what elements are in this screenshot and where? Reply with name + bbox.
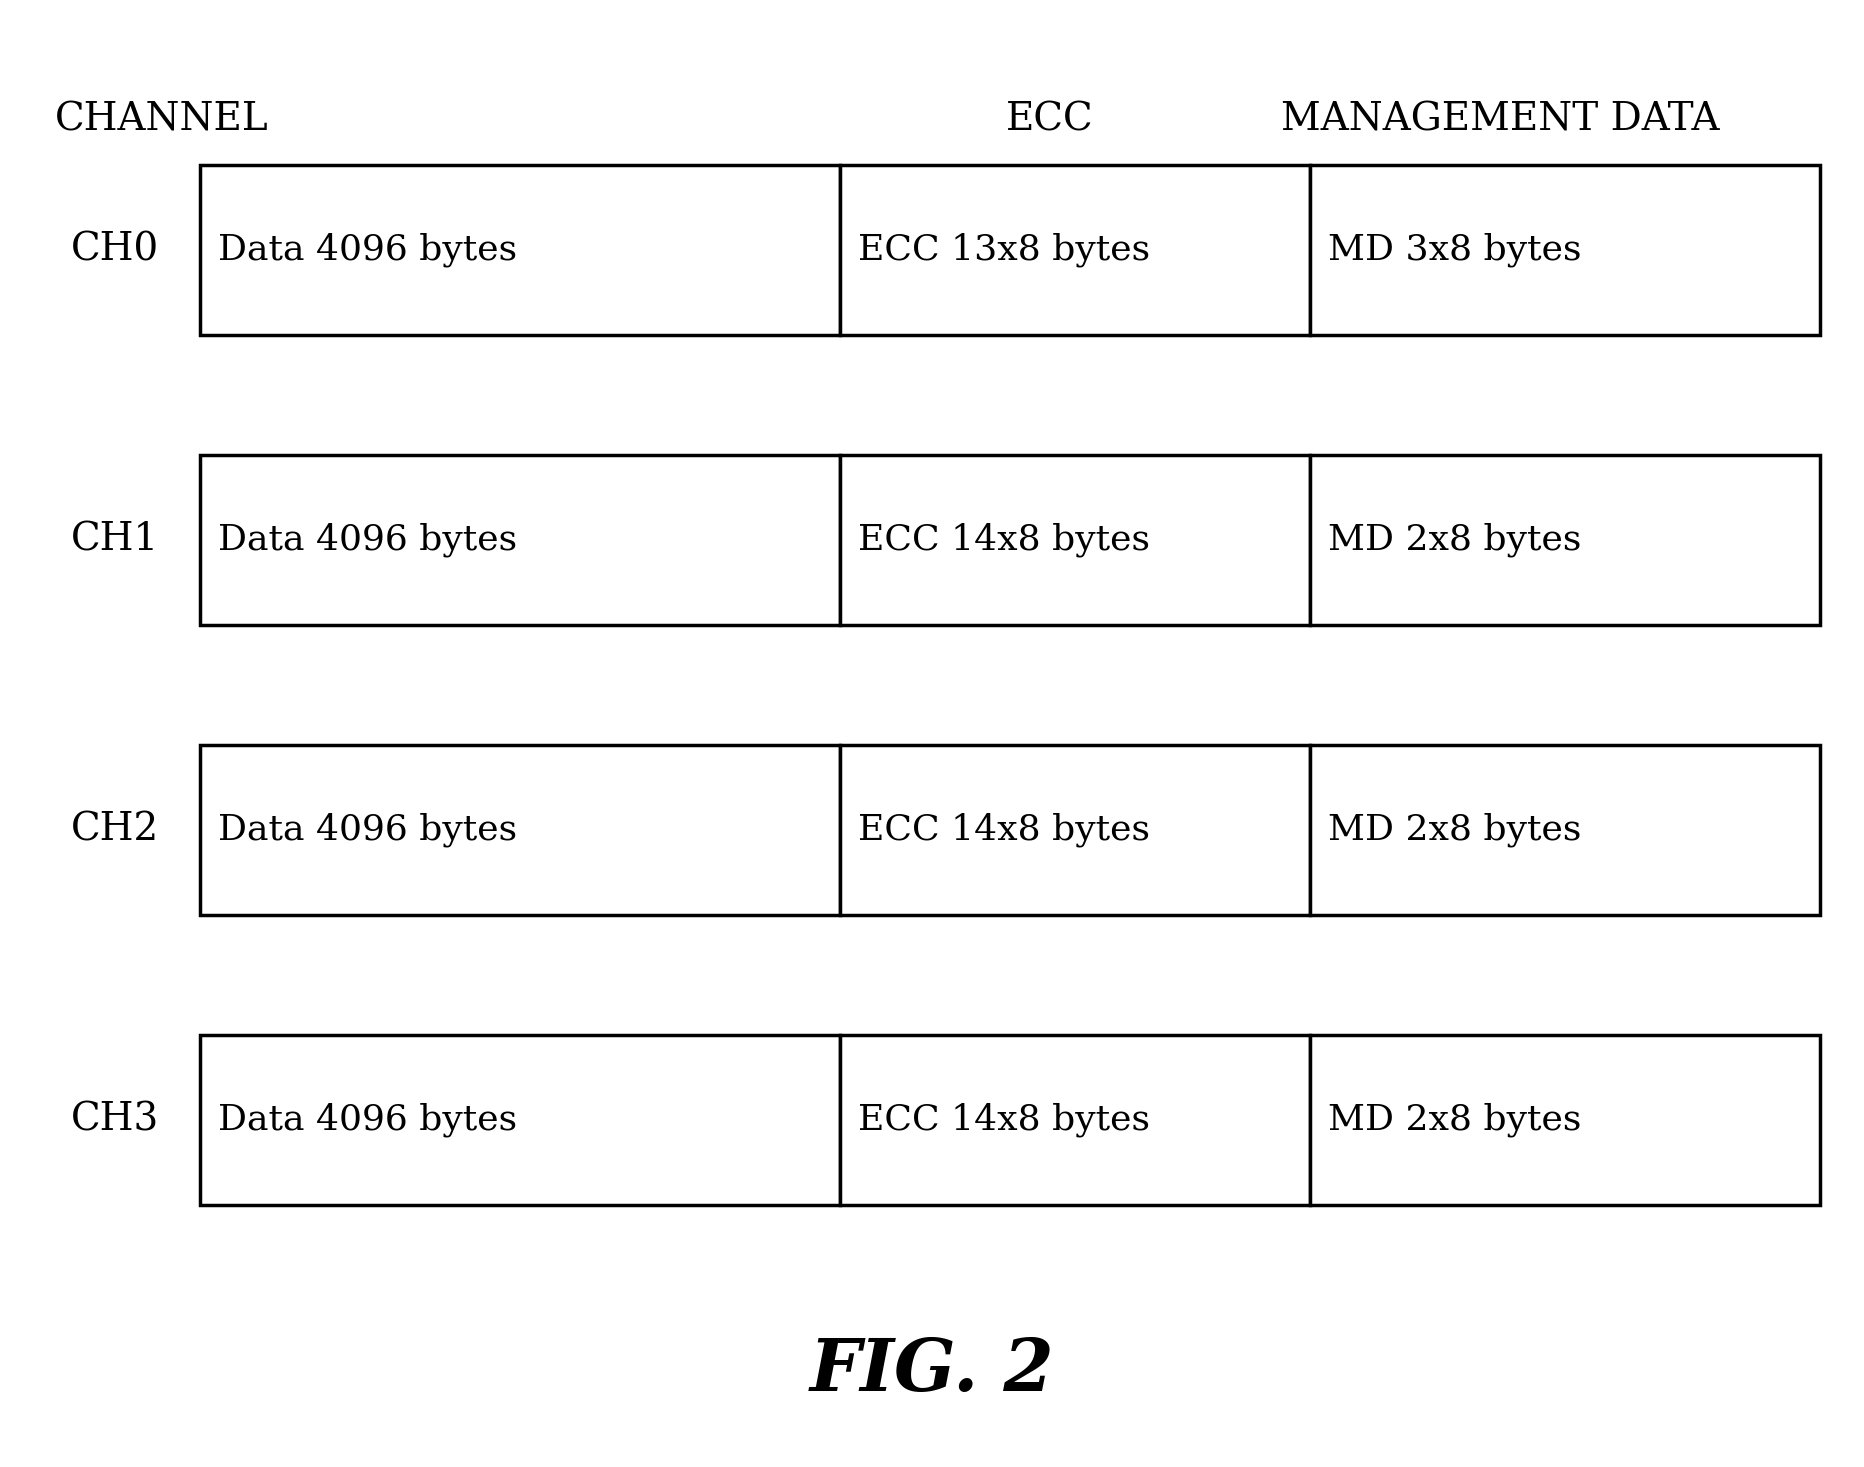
Bar [841,1036,1310,1204]
Bar [841,745,1310,915]
Bar [1310,745,1819,915]
Text: MD 3x8 bytes: MD 3x8 bytes [1327,233,1581,267]
Bar [199,455,841,625]
Bar [841,455,1310,625]
Text: Data 4096 bytes: Data 4096 bytes [218,522,516,557]
Text: CHANNEL: CHANNEL [56,101,268,138]
Bar [199,745,841,915]
Text: ECC 14x8 bytes: ECC 14x8 bytes [857,522,1150,557]
Text: ECC 14x8 bytes: ECC 14x8 bytes [857,1103,1150,1137]
Bar [1310,1036,1819,1204]
Bar [1310,164,1819,334]
Text: ECC: ECC [1007,101,1094,138]
Text: MD 2x8 bytes: MD 2x8 bytes [1327,813,1581,848]
Bar [1310,455,1819,625]
Text: FIG. 2: FIG. 2 [809,1335,1055,1405]
Bar [199,1036,841,1204]
Text: ECC 13x8 bytes: ECC 13x8 bytes [857,233,1150,267]
Text: MD 2x8 bytes: MD 2x8 bytes [1327,522,1581,557]
Text: MD 2x8 bytes: MD 2x8 bytes [1327,1103,1581,1137]
Text: CH2: CH2 [71,811,158,848]
Text: Data 4096 bytes: Data 4096 bytes [218,1103,516,1137]
Text: Data 4096 bytes: Data 4096 bytes [218,813,516,848]
Text: CH3: CH3 [71,1102,158,1138]
Bar [199,164,841,334]
Text: ECC 14x8 bytes: ECC 14x8 bytes [857,813,1150,848]
Text: MANAGEMENT DATA: MANAGEMENT DATA [1281,101,1719,138]
Text: Data 4096 bytes: Data 4096 bytes [218,233,516,267]
Bar [841,164,1310,334]
Text: CH1: CH1 [71,521,158,559]
Text: CH0: CH0 [71,232,158,268]
